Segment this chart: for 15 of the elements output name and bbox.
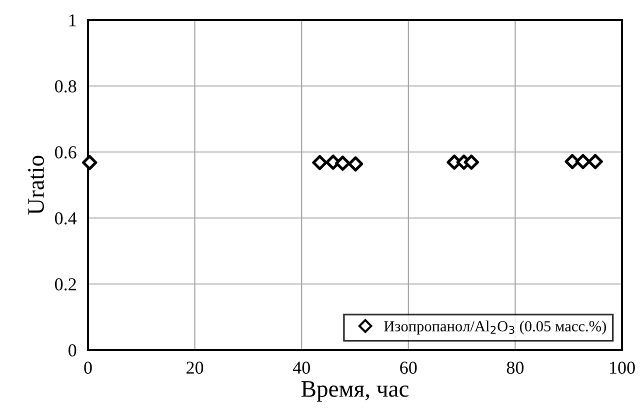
x-tick-label: 0: [84, 362, 92, 374]
y-tick-label: 0.8: [55, 80, 76, 93]
x-tick-label: 80: [506, 362, 524, 374]
x-axis-title: Время, час: [301, 381, 409, 402]
y-tick-label: 0.2: [55, 278, 76, 291]
x-tick-label: 100: [610, 362, 635, 374]
x-tick-label: 60: [400, 362, 417, 374]
x-tick-label: 20: [186, 362, 204, 374]
y-tick-label: 0.6: [55, 146, 76, 159]
y-tick-label: 1: [69, 14, 76, 26]
legend-label: Изопропанол/Al$_{2}$O$_{3}$ (0.05 масс.%): [384, 320, 606, 335]
y-axis-title: Uratio: [28, 156, 44, 215]
x-tick-label: 40: [292, 362, 310, 374]
y-tick-label: 0: [68, 344, 76, 356]
y-tick-label: 0.4: [55, 212, 77, 225]
